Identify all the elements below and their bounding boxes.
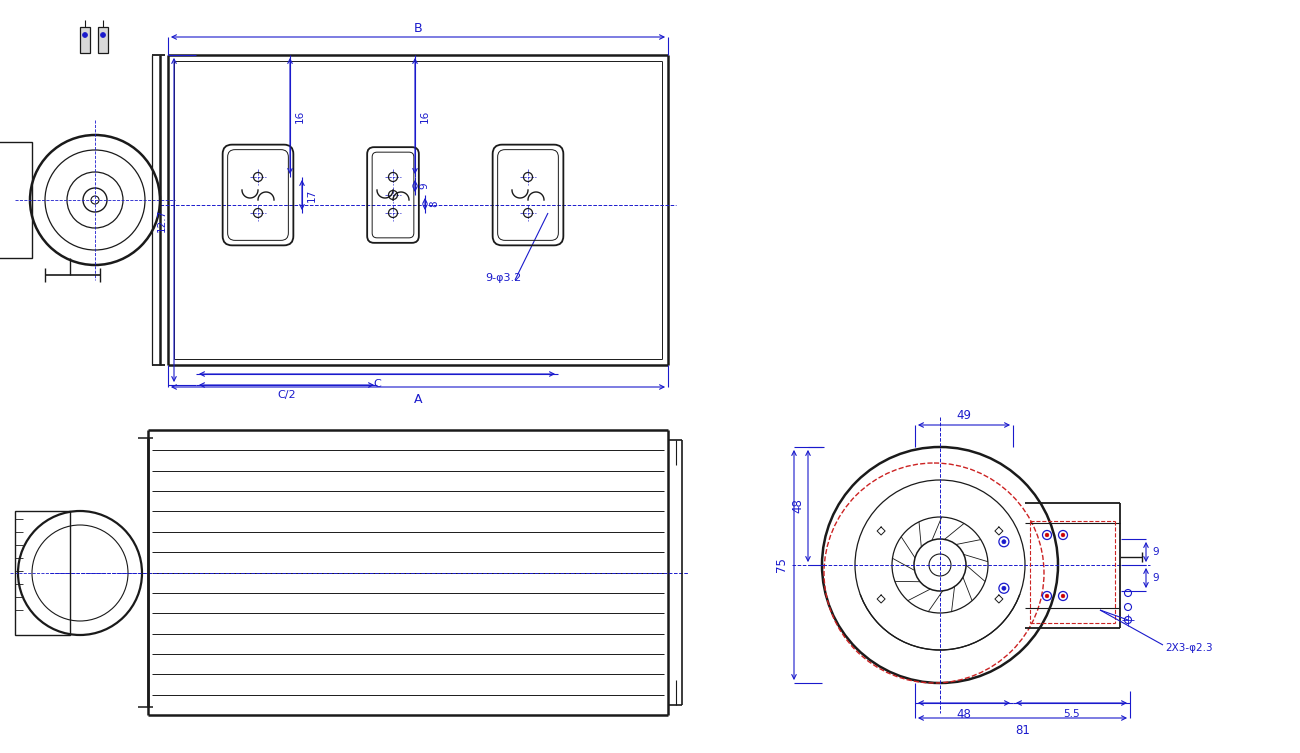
Text: A: A (413, 392, 423, 406)
Circle shape (82, 32, 87, 38)
Text: 16: 16 (420, 109, 430, 123)
Circle shape (1002, 540, 1006, 544)
Text: 2X3-φ2.3: 2X3-φ2.3 (1165, 643, 1213, 653)
Circle shape (1061, 533, 1065, 537)
Text: C: C (373, 379, 381, 389)
Bar (81, 27, 90, 53)
Bar (16, 511, 70, 635)
Text: 49: 49 (957, 408, 971, 422)
Text: 81: 81 (1015, 724, 1030, 736)
Circle shape (1061, 594, 1065, 598)
Circle shape (1045, 594, 1049, 598)
Text: 48: 48 (957, 708, 971, 721)
Text: 75: 75 (776, 557, 789, 572)
Text: 9-φ3.2: 9-φ3.2 (485, 273, 521, 283)
Text: 5.5: 5.5 (1063, 709, 1080, 719)
Text: 9: 9 (419, 183, 429, 189)
Text: 9: 9 (1153, 573, 1160, 583)
Bar (98, 27, 108, 53)
Text: 8: 8 (429, 201, 439, 207)
Circle shape (1002, 587, 1006, 590)
Bar (0, 142, 32, 258)
Text: B: B (413, 22, 423, 35)
Text: 17: 17 (307, 188, 317, 202)
Circle shape (100, 32, 105, 38)
Text: C/2: C/2 (277, 390, 296, 400)
Text: 9: 9 (1153, 547, 1160, 557)
Text: 16: 16 (295, 109, 306, 123)
Text: 12.7: 12.7 (157, 209, 166, 232)
Text: 48: 48 (792, 498, 805, 514)
Circle shape (1045, 533, 1049, 537)
